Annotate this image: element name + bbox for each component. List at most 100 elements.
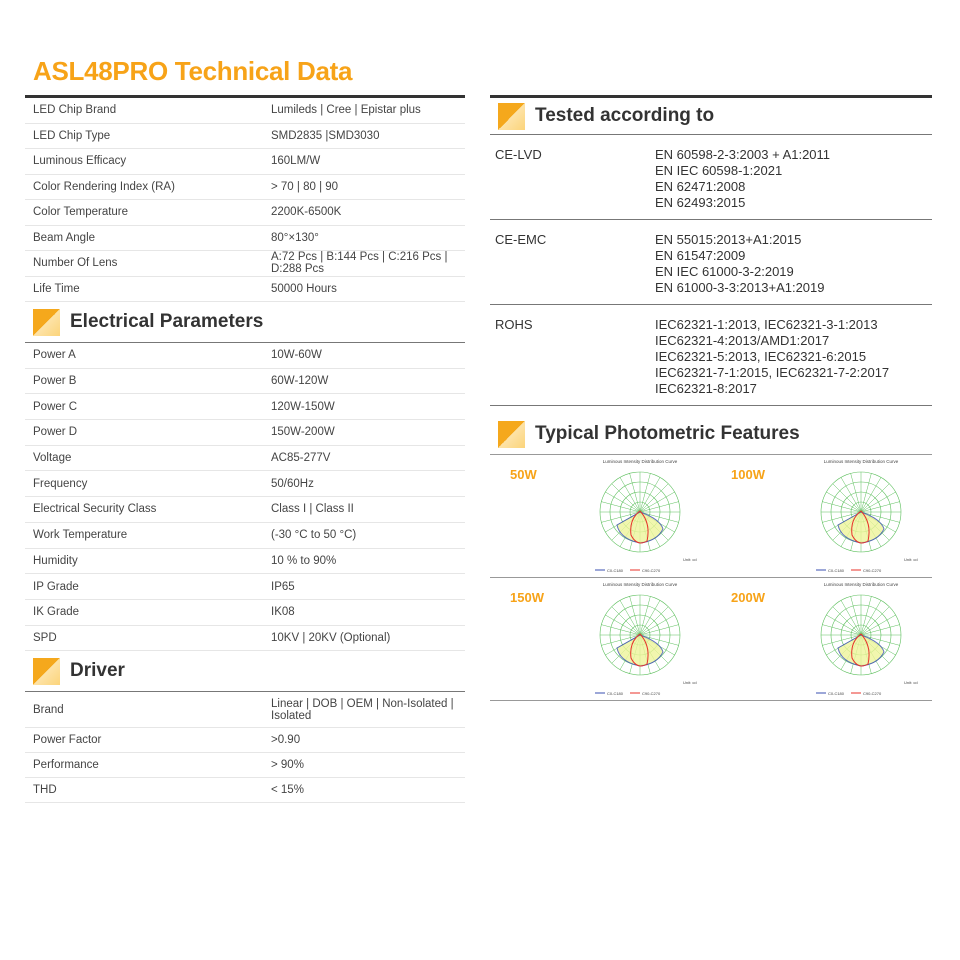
table-row: Beam Angle 80°×130°	[25, 226, 465, 251]
section-title: Electrical Parameters	[70, 311, 264, 332]
row-label: Number Of Lens	[33, 257, 118, 270]
row-label: Luminous Efficacy	[33, 155, 127, 168]
section-driver: Driver	[25, 651, 465, 691]
legend-c90: C90-C270	[642, 691, 661, 696]
table-row: Power A 10W-60W	[25, 343, 465, 369]
row-value: SMD2835 |SMD3030	[271, 129, 380, 142]
photometric-cell: 150W Luminous Intensity Distribution Curv…	[490, 578, 711, 701]
row-value: AC85-277V	[271, 452, 331, 465]
row-label: IP Grade	[33, 580, 79, 593]
standard-label: CE-LVD	[495, 147, 542, 162]
legend-c90: C90-C270	[642, 568, 661, 573]
row-label: Brand	[33, 703, 64, 716]
photometric-cell: 200W Luminous Intensity Distribution Curv…	[711, 578, 932, 701]
chart-title: Luminous Intensity Distribution Curve	[603, 459, 678, 464]
legend-c0: C0-C180	[607, 691, 624, 696]
row-label: Electrical Security Class	[33, 503, 157, 516]
table-row: Life Time 50000 Hours	[25, 277, 465, 302]
photometric-cell: 50W Luminous Intensity Distribution Curve…	[490, 455, 711, 578]
standard-row: ROHS IEC62321-1:2013, IEC62321-3-1:2013 IE…	[490, 305, 932, 406]
row-value: 120W-150W	[271, 400, 335, 413]
table-row: Luminous Efficacy 160LM/W	[25, 149, 465, 175]
standard-item: IEC62321-4:2013/AMD1:2017	[655, 333, 830, 348]
standard-item: EN IEC 60598-1:2021	[655, 163, 783, 178]
polar-chart: Luminous Intensity Distribution Curve Uni…	[816, 459, 918, 573]
wattage-label: 50W	[510, 467, 537, 482]
row-value: < 15%	[271, 784, 304, 797]
legend-c0: C0-C180	[828, 568, 845, 573]
row-label: Voltage	[33, 452, 72, 465]
right-column: Tested according to CE-LVD EN 60598-2-3:2…	[490, 95, 932, 701]
table-row: Power C 120W-150W	[25, 394, 465, 421]
row-value: 50/60Hz	[271, 477, 314, 490]
table-row: Frequency 50/60Hz	[25, 471, 465, 498]
driver-table: Brand Linear | DOB | OEM | Non-Isolated |…	[25, 691, 465, 804]
table-row: SPD 10KV | 20KV (Optional)	[25, 626, 465, 652]
row-label: Power A	[33, 349, 76, 362]
standard-item: EN 62471:2008	[655, 179, 746, 194]
row-value: 60W-120W	[271, 375, 329, 388]
legend-c0: C0-C180	[828, 691, 845, 696]
standard-item: EN 61000-3-3:2013+A1:2019	[655, 280, 825, 295]
table-row: Humidity 10 % to 90%	[25, 549, 465, 575]
row-value: 2200K-6500K	[271, 206, 342, 219]
row-label: Life Time	[33, 282, 80, 295]
standard-item: EN 61547:2009	[655, 248, 746, 263]
row-label: Beam Angle	[33, 231, 96, 244]
row-value: 80°×130°	[271, 231, 319, 244]
table-row: Work Temperature (-30 °C to 50 °C)	[25, 523, 465, 549]
section-icon	[33, 308, 60, 336]
standard-item: IEC62321-8:2017	[655, 381, 757, 396]
row-label: LED Chip Type	[33, 129, 111, 142]
section-icon	[498, 420, 525, 448]
row-label: Power C	[33, 400, 78, 413]
row-label: IK Grade	[33, 606, 80, 619]
table-row: IP Grade IP65	[25, 574, 465, 600]
section-icon	[498, 102, 525, 130]
electrical-table: Power A 10W-60W Power B 60W-120W Power C 120W…	[25, 342, 465, 652]
standard-label: CE-EMC	[495, 232, 547, 247]
row-value: (-30 °C to 50 °C)	[271, 529, 357, 542]
wattage-label: 200W	[731, 590, 765, 605]
row-label: Power D	[33, 426, 78, 439]
row-label: THD	[33, 784, 57, 797]
row-label: Humidity	[33, 554, 78, 567]
row-label: Frequency	[33, 477, 88, 490]
table-row: Brand Linear | DOB | OEM | Non-Isolated |…	[25, 692, 465, 729]
row-label: Performance	[33, 759, 99, 772]
divider	[25, 95, 465, 98]
photometric-grid: 50W Luminous Intensity Distribution Curve…	[490, 454, 932, 701]
unit-label: Unit: cd	[683, 557, 697, 562]
unit-label: Unit: cd	[904, 557, 918, 562]
section-electrical: Electrical Parameters	[25, 302, 465, 342]
standard-item: EN 62493:2015	[655, 195, 746, 210]
standard-item: IEC62321-7-1:2015, IEC62321-7-2:2017	[655, 365, 890, 380]
row-value: 160LM/W	[271, 155, 321, 168]
row-value: Class I | Class II	[271, 503, 354, 516]
table-row: LED Chip Type SMD2835 |SMD3030	[25, 124, 465, 149]
section-title: Tested according to	[535, 105, 715, 126]
row-value: 10W-60W	[271, 349, 322, 362]
table-row: Number Of Lens A:72 Pcs | B:144 Pcs | C:2…	[25, 251, 465, 277]
row-value: 150W-200W	[271, 426, 335, 439]
polar-chart: Luminous Intensity Distribution Curve Uni…	[595, 582, 697, 696]
section-title: Typical Photometric Features	[535, 423, 800, 444]
row-label: Color Rendering Index (RA)	[33, 180, 175, 193]
section-tested: Tested according to	[490, 98, 932, 134]
photometric-cell: 100W Luminous Intensity Distribution Curv…	[711, 455, 932, 578]
standard-label: ROHS	[495, 317, 533, 332]
chart-title: Luminous Intensity Distribution Curve	[603, 582, 678, 587]
row-label: SPD	[33, 631, 57, 644]
chart-title: Luminous Intensity Distribution Curve	[824, 582, 899, 587]
table-row: Color Rendering Index (RA) > 70 | 80 | 90	[25, 175, 465, 200]
standard-item: IEC62321-5:2013, IEC62321-6:2015	[655, 349, 867, 364]
row-value: >0.90	[271, 734, 301, 747]
standard-row: CE-LVD EN 60598-2-3:2003 + A1:2011 EN IEC …	[490, 135, 932, 220]
row-value: 50000 Hours	[271, 282, 337, 295]
legend-c90: C90-C270	[863, 691, 882, 696]
polar-chart: Luminous Intensity Distribution Curve Uni…	[816, 582, 918, 696]
tested-table: CE-LVD EN 60598-2-3:2003 + A1:2011 EN IEC …	[490, 134, 932, 406]
wattage-label: 150W	[510, 590, 544, 605]
table-row: LED Chip Brand Lumileds | Cree | Epistar …	[25, 98, 465, 124]
section-title: Driver	[70, 660, 125, 682]
